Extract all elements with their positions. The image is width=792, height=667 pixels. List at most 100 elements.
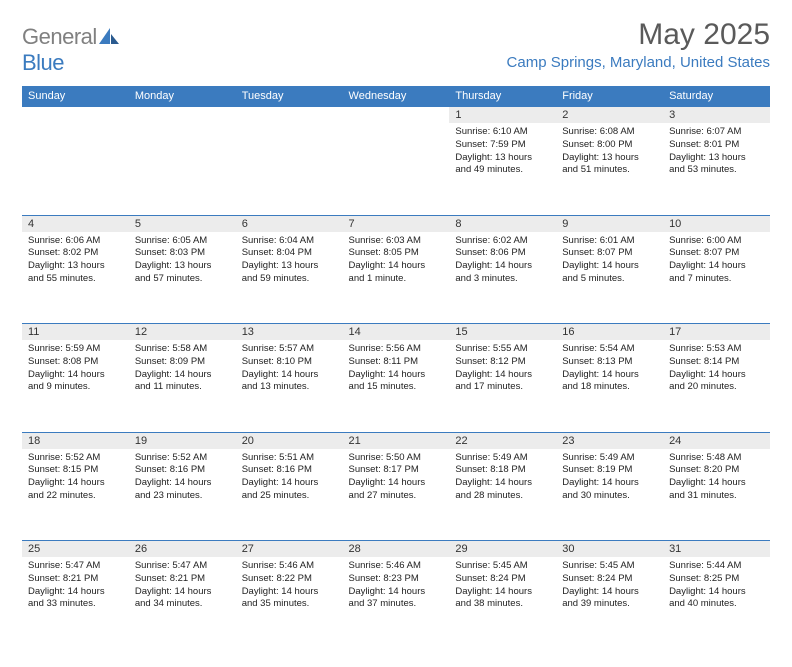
daylight-text-1: Daylight: 14 hours [562,477,657,490]
logo-sail-icon [99,24,119,49]
daylight-text-2: and 31 minutes. [669,490,764,503]
sunrise-text: Sunrise: 5:58 AM [135,343,230,356]
location: Camp Springs, Maryland, United States [507,54,770,71]
sunrise-text: Sunrise: 5:48 AM [669,452,764,465]
calendar-body: 123Sunrise: 6:10 AMSunset: 7:59 PMDaylig… [22,107,770,650]
day-content-cell: Sunrise: 5:48 AMSunset: 8:20 PMDaylight:… [663,449,770,541]
day-number-cell: 30 [556,541,663,558]
daylight-text-2: and 11 minutes. [135,381,230,394]
calendar-page: GeneralBlue May 2025 Camp Springs, Maryl… [0,0,792,667]
sunrise-text: Sunrise: 5:47 AM [28,560,123,573]
day-number-cell [236,107,343,124]
daylight-text-1: Daylight: 14 hours [242,369,337,382]
day-content-cell [343,123,450,215]
sunrise-text: Sunrise: 6:04 AM [242,235,337,248]
sunset-text: Sunset: 8:25 PM [669,573,764,586]
day-header: Friday [556,86,663,107]
day-content-cell: Sunrise: 6:06 AMSunset: 8:02 PMDaylight:… [22,232,129,324]
day-number-cell: 24 [663,432,770,449]
logo-text: GeneralBlue [22,24,119,76]
day-number-cell [22,107,129,124]
day-number-cell: 9 [556,215,663,232]
day-content-cell: Sunrise: 5:49 AMSunset: 8:19 PMDaylight:… [556,449,663,541]
sunrise-text: Sunrise: 5:46 AM [349,560,444,573]
day-content-cell: Sunrise: 5:59 AMSunset: 8:08 PMDaylight:… [22,340,129,432]
day-number-cell: 27 [236,541,343,558]
daylight-text-2: and 22 minutes. [28,490,123,503]
daylight-text-2: and 28 minutes. [455,490,550,503]
sunset-text: Sunset: 8:20 PM [669,464,764,477]
sunrise-text: Sunrise: 5:59 AM [28,343,123,356]
day-header: Tuesday [236,86,343,107]
daylight-text-1: Daylight: 14 hours [562,369,657,382]
daylight-text-2: and 9 minutes. [28,381,123,394]
sunrise-text: Sunrise: 6:03 AM [349,235,444,248]
daylight-text-2: and 53 minutes. [669,164,764,177]
daylight-text-2: and 39 minutes. [562,598,657,611]
day-number-cell: 7 [343,215,450,232]
daylight-text-2: and 3 minutes. [455,273,550,286]
day-number-cell: 15 [449,324,556,341]
daylight-text-2: and 25 minutes. [242,490,337,503]
sunset-text: Sunset: 8:12 PM [455,356,550,369]
daylight-text-1: Daylight: 14 hours [349,369,444,382]
day-content-cell: Sunrise: 5:47 AMSunset: 8:21 PMDaylight:… [22,557,129,649]
daylight-text-1: Daylight: 13 hours [455,152,550,165]
day-number-cell: 2 [556,107,663,124]
day-number-cell: 10 [663,215,770,232]
daylight-text-1: Daylight: 13 hours [242,260,337,273]
day-content-cell [129,123,236,215]
logo-part1: General [22,24,97,49]
day-header: Sunday [22,86,129,107]
header: GeneralBlue May 2025 Camp Springs, Maryl… [22,18,770,76]
daylight-text-2: and 30 minutes. [562,490,657,503]
day-content-cell [236,123,343,215]
sunrise-text: Sunrise: 5:52 AM [135,452,230,465]
day-header: Saturday [663,86,770,107]
sunrise-text: Sunrise: 5:52 AM [28,452,123,465]
daylight-text-2: and 23 minutes. [135,490,230,503]
sunrise-text: Sunrise: 5:53 AM [669,343,764,356]
daylight-text-2: and 1 minute. [349,273,444,286]
daylight-text-1: Daylight: 14 hours [669,586,764,599]
day-number-cell: 12 [129,324,236,341]
sunset-text: Sunset: 7:59 PM [455,139,550,152]
daylight-text-2: and 49 minutes. [455,164,550,177]
daylight-text-1: Daylight: 14 hours [455,477,550,490]
sunrise-text: Sunrise: 5:45 AM [455,560,550,573]
logo: GeneralBlue [22,24,119,76]
title-block: May 2025 Camp Springs, Maryland, United … [507,18,770,71]
day-content-cell: Sunrise: 5:56 AMSunset: 8:11 PMDaylight:… [343,340,450,432]
day-content-cell: Sunrise: 5:45 AMSunset: 8:24 PMDaylight:… [556,557,663,649]
daylight-text-1: Daylight: 14 hours [455,369,550,382]
daylight-text-2: and 5 minutes. [562,273,657,286]
sunrise-text: Sunrise: 5:57 AM [242,343,337,356]
day-content-cell: Sunrise: 6:02 AMSunset: 8:06 PMDaylight:… [449,232,556,324]
sunrise-text: Sunrise: 5:51 AM [242,452,337,465]
sunrise-text: Sunrise: 6:10 AM [455,126,550,139]
daylight-text-1: Daylight: 14 hours [135,477,230,490]
sunset-text: Sunset: 8:02 PM [28,247,123,260]
day-content-cell: Sunrise: 5:44 AMSunset: 8:25 PMDaylight:… [663,557,770,649]
sunset-text: Sunset: 8:11 PM [349,356,444,369]
daylight-text-1: Daylight: 14 hours [28,477,123,490]
day-number-cell: 17 [663,324,770,341]
day-number-cell [129,107,236,124]
day-content-cell: Sunrise: 5:49 AMSunset: 8:18 PMDaylight:… [449,449,556,541]
day-number-cell: 8 [449,215,556,232]
sunset-text: Sunset: 8:24 PM [455,573,550,586]
daylight-text-1: Daylight: 14 hours [135,586,230,599]
day-number-cell: 19 [129,432,236,449]
calendar-table: Sunday Monday Tuesday Wednesday Thursday… [22,86,770,649]
daylight-text-2: and 59 minutes. [242,273,337,286]
daylight-text-1: Daylight: 14 hours [349,260,444,273]
day-content-cell: Sunrise: 5:55 AMSunset: 8:12 PMDaylight:… [449,340,556,432]
day-header-row: Sunday Monday Tuesday Wednesday Thursday… [22,86,770,107]
sunrise-text: Sunrise: 6:05 AM [135,235,230,248]
daylight-text-1: Daylight: 14 hours [349,477,444,490]
day-content-cell: Sunrise: 5:47 AMSunset: 8:21 PMDaylight:… [129,557,236,649]
day-content-cell: Sunrise: 6:05 AMSunset: 8:03 PMDaylight:… [129,232,236,324]
day-content-cell: Sunrise: 5:45 AMSunset: 8:24 PMDaylight:… [449,557,556,649]
day-header: Monday [129,86,236,107]
sunrise-text: Sunrise: 5:55 AM [455,343,550,356]
